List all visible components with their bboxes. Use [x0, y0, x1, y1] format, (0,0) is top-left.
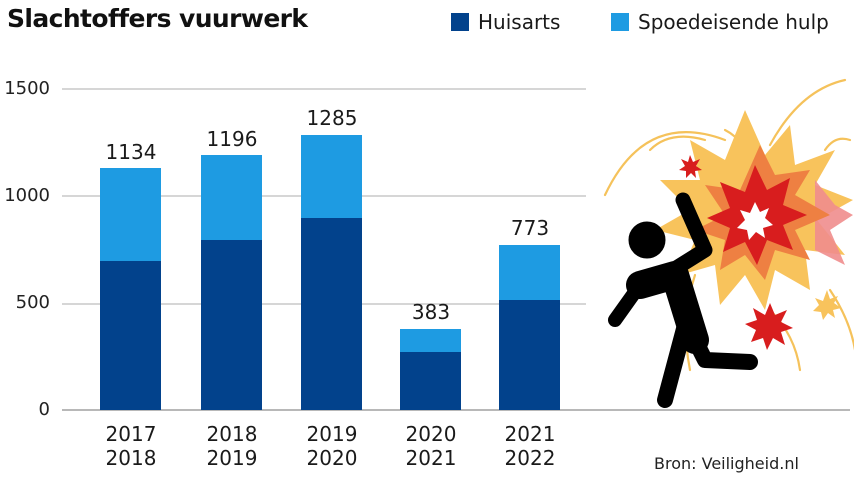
y-tick-0: 0	[38, 399, 50, 420]
bar-spoedeisende-hulp-2020-2021	[400, 329, 461, 352]
explosion-core-icon	[737, 202, 773, 240]
bar-spoedeisende-hulp-2019-2020	[301, 135, 362, 218]
falling-person-icon	[608, 192, 758, 408]
legend-label-huisarts: Huisarts	[478, 10, 561, 34]
total-label-2021-2022: 773	[510, 216, 550, 240]
legend-item-spoedeisende-hulp: Spoedeisende hulp	[611, 10, 829, 34]
x-label-line2: 2019	[206, 446, 258, 470]
total-label-2017-2018: 1134	[105, 140, 157, 164]
gridline-1500	[62, 88, 586, 90]
x-label-line1: 2020	[405, 422, 457, 446]
chart-title: Slachtoffers vuurwerk	[7, 4, 308, 33]
legend-item-huisarts: Huisarts	[451, 10, 560, 34]
x-label-line2: 2018	[105, 446, 157, 470]
bar-huisarts-2017-2018	[100, 261, 161, 410]
x-label-line2: 2022	[504, 446, 556, 470]
bar-huisarts-2018-2019	[201, 240, 262, 410]
x-label-line1: 2018	[206, 422, 258, 446]
bar-huisarts-2019-2020	[301, 218, 362, 410]
total-label-2019-2020: 1285	[306, 106, 358, 130]
bar-spoedeisende-hulp-2021-2022	[499, 245, 560, 300]
x-label-line1: 2019	[306, 422, 358, 446]
x-label-2021-2022: 2021 2022	[485, 422, 575, 470]
legend-swatch-spoedeisende-hulp	[611, 13, 629, 31]
small-red-star-icon	[679, 155, 702, 178]
bar-spoedeisende-hulp-2017-2018	[100, 168, 161, 261]
y-tick-1500: 1500	[4, 78, 50, 99]
x-label-2017-2018: 2017 2018	[86, 422, 176, 470]
x-label-2018-2019: 2018 2019	[187, 422, 277, 470]
bar-spoedeisende-hulp-2018-2019	[201, 155, 262, 240]
x-label-line1: 2021	[504, 422, 556, 446]
firework-accident-illustration	[603, 78, 854, 408]
total-label-2020-2021: 383	[411, 300, 451, 324]
legend-label-spoedeisende-hulp: Spoedeisende hulp	[638, 10, 829, 34]
x-label-2019-2020: 2019 2020	[287, 422, 377, 470]
y-tick-1000: 1000	[4, 185, 50, 206]
yellow-star-icon	[813, 290, 841, 320]
y-tick-500: 500	[15, 292, 50, 313]
source-note: Bron: Veiligheid.nl	[654, 454, 799, 473]
legend-swatch-huisarts	[451, 13, 469, 31]
x-label-line2: 2020	[306, 446, 358, 470]
bar-huisarts-2021-2022	[499, 300, 560, 410]
explosion-pink-icon	[815, 180, 853, 265]
bar-huisarts-2020-2021	[400, 352, 461, 410]
total-label-2018-2019: 1196	[206, 127, 258, 151]
x-label-2020-2021: 2020 2021	[386, 422, 476, 470]
x-label-line2: 2021	[405, 446, 457, 470]
x-label-line1: 2017	[105, 422, 157, 446]
x-axis-line	[62, 409, 850, 411]
red-star-icon	[745, 303, 793, 350]
